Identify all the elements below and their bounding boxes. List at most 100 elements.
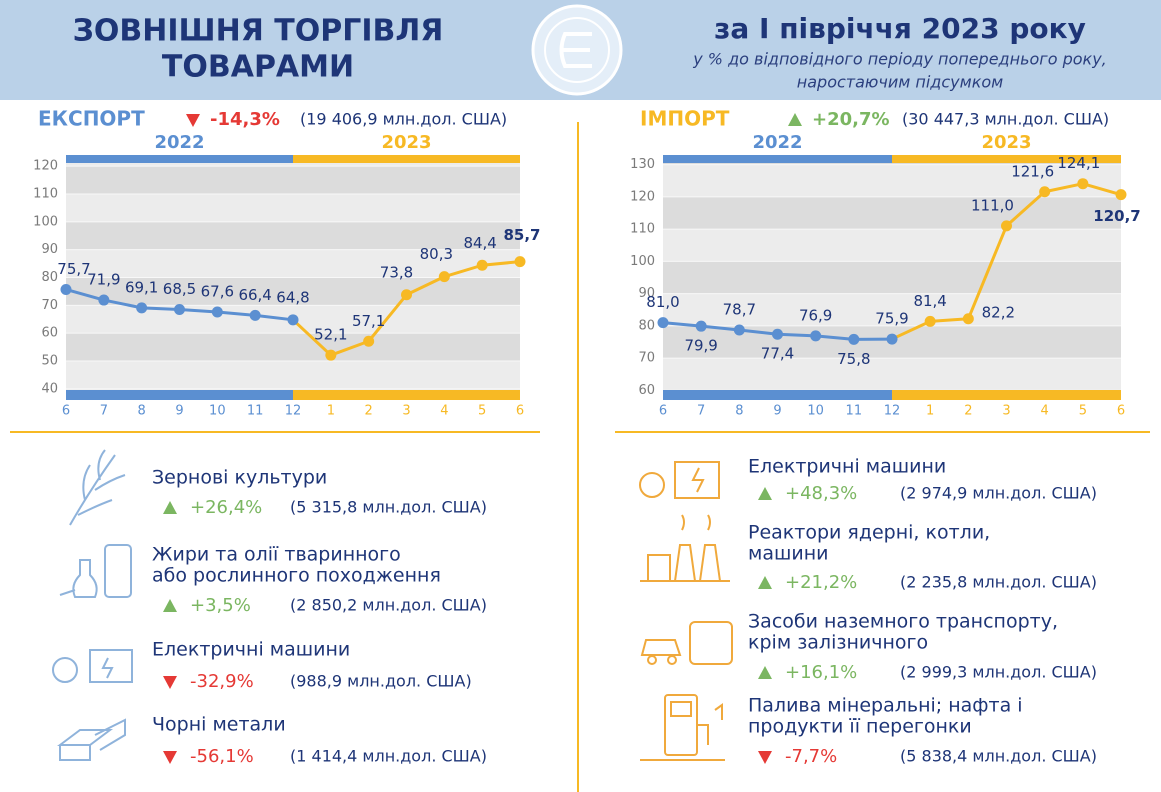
item-name: Електричні машини — [152, 639, 350, 661]
year-label: 2022 — [154, 132, 204, 153]
y-tick-label: 120 — [33, 159, 58, 174]
y-tick-label: 40 — [41, 381, 58, 396]
y-tick-label: 130 — [630, 157, 655, 172]
y-tick-label: 100 — [33, 214, 58, 229]
point — [476, 259, 488, 271]
x-tick-label: 6 — [62, 404, 70, 419]
value-label: 85,7 — [503, 226, 540, 244]
item-change: +26,4% — [190, 497, 262, 518]
arrow-down — [163, 676, 177, 689]
x-tick-label: 4 — [440, 404, 448, 419]
item-change: -56,1% — [190, 746, 254, 767]
value-label: 78,7 — [723, 301, 756, 319]
icon-machine — [52, 649, 133, 683]
item-name: Засоби наземного транспорту, — [748, 611, 1058, 633]
value-label: 81,0 — [646, 293, 679, 311]
x-tick-label: 6 — [1117, 404, 1125, 419]
value-label: 75,7 — [57, 260, 90, 278]
year-label: 2023 — [381, 132, 431, 153]
point — [60, 283, 72, 295]
line-segment — [777, 332, 816, 338]
arrow-up — [758, 666, 772, 679]
line-segment — [701, 324, 740, 332]
arrow-up — [758, 487, 772, 500]
y-tick-label: 70 — [638, 351, 655, 366]
x-tick-label: 6 — [659, 404, 667, 419]
icon-oil — [59, 544, 132, 598]
item-name: Жири та олії тваринного — [152, 544, 401, 566]
y-tick-label: 80 — [638, 318, 655, 333]
logo-mark — [559, 32, 592, 68]
grid-band — [663, 261, 1121, 294]
line-segment — [330, 339, 370, 357]
item-amount: (988,9 млн.дол. США) — [290, 672, 472, 691]
x-tick-label: 1 — [327, 404, 335, 419]
x-tick-label: 12 — [884, 404, 901, 419]
x-tick-label: 8 — [735, 404, 743, 419]
x-tick-label: 3 — [402, 404, 410, 419]
point — [363, 335, 375, 347]
value-label: 81,4 — [913, 292, 946, 310]
line-segment — [482, 260, 521, 267]
point — [287, 314, 299, 326]
x-tick-label: 12 — [285, 404, 302, 419]
x-tick-label: 5 — [1079, 404, 1087, 419]
line-segment — [891, 319, 931, 341]
item-name: або рослинного походження — [152, 565, 441, 587]
x-tick-label: 10 — [807, 404, 824, 419]
arrow-up — [758, 576, 772, 589]
item-name: Зернові культури — [152, 467, 327, 489]
y-tick-label: 80 — [41, 270, 58, 285]
x-tick-label: 11 — [846, 404, 863, 419]
point — [848, 333, 860, 345]
y-tick-label: 100 — [630, 254, 655, 269]
period: за I півріччя 2023 року — [714, 12, 1086, 45]
chart-title: ЕКСПОРТ — [38, 107, 145, 131]
value-label: 75,8 — [837, 350, 870, 368]
value-label: 111,0 — [971, 196, 1014, 214]
point — [1039, 186, 1051, 198]
value-label: 120,7 — [1093, 207, 1140, 225]
arrow-down — [163, 751, 177, 764]
value-label: 73,8 — [380, 263, 413, 281]
title-line: ТОВАРАМИ — [162, 50, 354, 85]
x-tick-label: 6 — [516, 404, 524, 419]
grid-band — [66, 166, 520, 194]
line-segment — [815, 334, 854, 341]
point — [924, 315, 936, 327]
item-amount: (2 974,9 млн.дол. США) — [900, 484, 1097, 503]
icon-machine — [639, 461, 720, 499]
y-tick-label: 110 — [33, 186, 58, 201]
title-line: ЗОВНІШНЯ ТОРГІВЛЯ — [73, 14, 444, 49]
y-tick-label: 120 — [630, 189, 655, 204]
point — [98, 294, 110, 306]
x-tick-label: 3 — [1002, 404, 1010, 419]
point — [772, 328, 783, 340]
line-segment — [65, 288, 105, 302]
line-segment — [443, 263, 483, 279]
year-band-bottom — [892, 390, 1121, 400]
point — [657, 317, 669, 329]
y-tick-label: 90 — [41, 242, 58, 257]
line-segment — [1082, 182, 1122, 197]
grid-band — [663, 196, 1121, 230]
x-tick-label: 9 — [773, 404, 781, 419]
item-change: +16,1% — [785, 662, 857, 683]
x-tick-label: 7 — [697, 404, 705, 419]
arrow-up — [163, 599, 177, 612]
point — [174, 304, 185, 316]
x-tick-label: 1 — [926, 404, 934, 419]
value-label: 52,1 — [314, 326, 347, 344]
value-label: 84,4 — [463, 234, 496, 252]
item-change: -7,7% — [785, 746, 837, 767]
subtitle: наростаючим підсумком — [797, 73, 1003, 92]
x-tick-label: 9 — [175, 404, 183, 419]
x-tick-label: 2 — [365, 404, 373, 419]
icon-metal — [57, 718, 126, 761]
item-change: +48,3% — [785, 483, 857, 504]
line-segment — [141, 306, 180, 312]
item-name: Палива мінеральні; нафта і — [748, 695, 1023, 717]
value-label: 68,5 — [163, 280, 196, 298]
icon-reactor — [640, 514, 730, 582]
point — [695, 320, 707, 332]
